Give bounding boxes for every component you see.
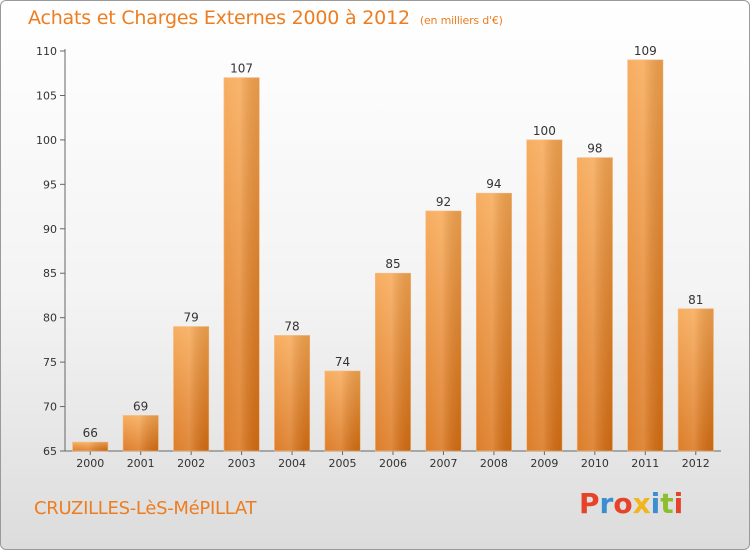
- bars: [72, 59, 714, 452]
- y-tick-label: 95: [43, 178, 57, 191]
- data-label: 100: [533, 124, 556, 138]
- data-label: 107: [230, 62, 253, 76]
- bar-highlight: [678, 308, 714, 451]
- y-tick-label: 75: [43, 356, 57, 369]
- bar-highlight: [627, 59, 663, 452]
- bar-highlight: [274, 335, 310, 451]
- bar-highlight: [72, 442, 108, 451]
- y-tick-label: 65: [43, 445, 57, 458]
- logo-letter: o: [613, 487, 633, 520]
- x-tick-label: 2008: [480, 457, 508, 470]
- proxiti-logo: Proxiti: [579, 487, 683, 520]
- y-tick-label: 80: [43, 312, 57, 325]
- bar-highlight: [577, 157, 613, 451]
- y-tick-label: 105: [36, 89, 57, 102]
- x-tick-label: 2007: [429, 457, 457, 470]
- x-tick-label: 2002: [177, 457, 205, 470]
- data-label: 69: [133, 399, 148, 413]
- data-label: 94: [486, 177, 501, 191]
- bar-highlight: [526, 139, 563, 451]
- data-label: 85: [385, 257, 400, 271]
- data-label: 78: [284, 319, 299, 333]
- bar-highlight: [173, 326, 209, 451]
- x-tick-label: 2005: [329, 457, 357, 470]
- bar-highlight: [375, 273, 411, 451]
- logo-letter: t: [660, 487, 674, 520]
- data-label: 81: [688, 293, 703, 307]
- bar-highlight: [476, 193, 512, 451]
- title-text: Achats et Charges Externes 2000 à 2012: [28, 7, 410, 29]
- value-labels: 66 69 79 107 78 74 85 92 94 100 98 109 81: [83, 44, 704, 440]
- data-label: 92: [436, 195, 451, 209]
- x-tick-label: 2001: [127, 457, 155, 470]
- data-label: 66: [83, 426, 98, 440]
- chart-title: Achats et Charges Externes 2000 à 2012 (e…: [28, 7, 503, 29]
- data-label: 74: [335, 355, 350, 369]
- x-tick-label: 2006: [379, 457, 407, 470]
- x-tick-label: 2003: [228, 457, 256, 470]
- logo-letter: i: [673, 487, 684, 520]
- y-tick-label: 100: [36, 134, 57, 147]
- bar-highlight: [123, 415, 159, 451]
- x-tick-label: 2000: [76, 457, 104, 470]
- y-tick-label: 110: [36, 45, 57, 58]
- logo-letter: r: [599, 487, 614, 520]
- data-label: 98: [587, 142, 602, 156]
- y-tick-label: 90: [43, 223, 57, 236]
- bar-highlight: [324, 371, 361, 451]
- data-label: 79: [184, 311, 199, 325]
- x-tick-label: 2011: [631, 457, 659, 470]
- logo-letter: P: [579, 487, 600, 520]
- bar-highlight: [425, 211, 462, 451]
- logo-letter: x: [632, 487, 651, 520]
- x-tick-label: 2012: [682, 457, 710, 470]
- bar-highlight: [223, 77, 260, 452]
- chart-subtitle: (en milliers d'€): [419, 14, 503, 27]
- x-tick-label: 2004: [278, 457, 306, 470]
- data-label: 109: [634, 44, 657, 58]
- x-tick-label: 2009: [530, 457, 558, 470]
- y-tick-label: 85: [43, 267, 57, 280]
- y-tick-label: 70: [43, 401, 57, 414]
- x-tick-label: 2010: [581, 457, 609, 470]
- location-name: CRUZILLES-LèS-MéPILLAT: [34, 498, 257, 519]
- logo-letter: i: [650, 487, 661, 520]
